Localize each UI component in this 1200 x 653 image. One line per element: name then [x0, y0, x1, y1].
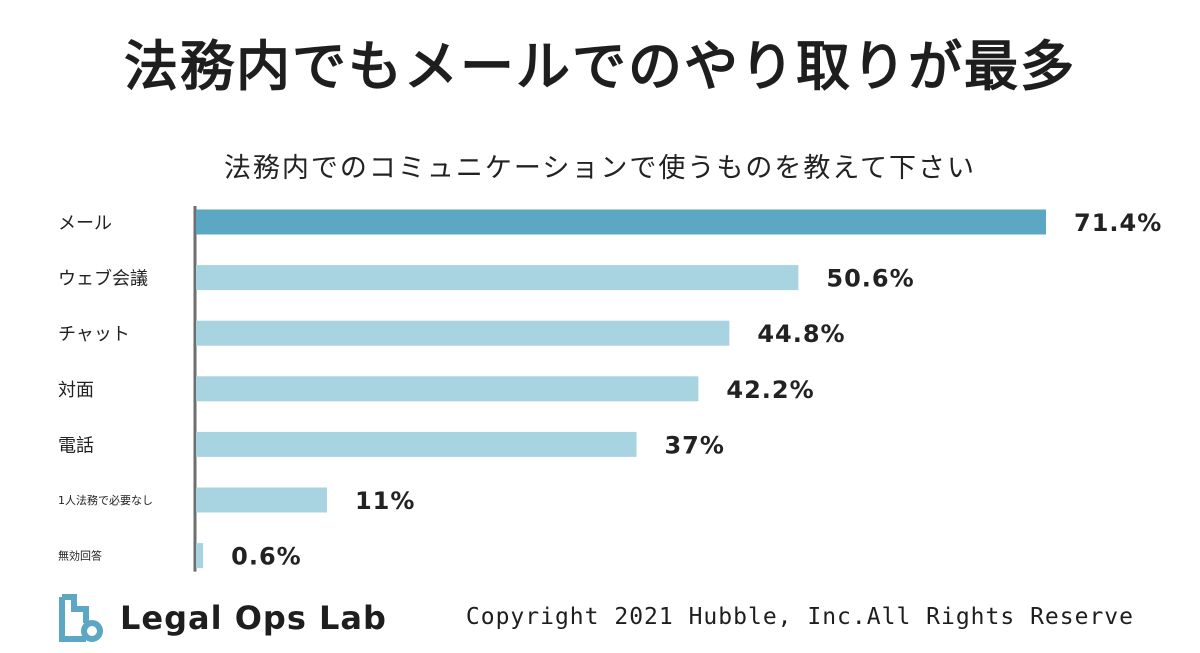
category-label: ウェブ会議	[58, 268, 148, 290]
footer-logo: Legal Ops Lab	[58, 592, 387, 644]
category-label: メール	[58, 213, 112, 234]
value-label: 0.6%	[231, 543, 302, 571]
category-label: 電話	[58, 435, 94, 456]
bar	[196, 487, 327, 513]
bar	[196, 376, 699, 402]
value-label: 50.6%	[826, 265, 914, 293]
headline: 法務内でもメールでのやり取りが最多	[124, 35, 1076, 98]
logo-text: Legal Ops Lab	[120, 599, 387, 637]
bar	[196, 209, 1046, 235]
category-label: 対面	[58, 380, 94, 401]
bar	[196, 431, 637, 457]
value-label: 44.8%	[757, 320, 845, 348]
value-label: 71.4%	[1074, 209, 1162, 237]
copyright-text: Copyright 2021 Hubble, Inc.All Rights Re…	[465, 604, 1134, 630]
bar	[196, 320, 730, 346]
value-label: 37%	[664, 431, 724, 459]
legal-ops-lab-logo-icon	[59, 594, 103, 642]
bar	[196, 543, 204, 569]
chart-title: 法務内でのコミュニケーションで使うものを教えて下さい	[223, 153, 977, 184]
category-label: チャット	[58, 324, 130, 345]
value-label: 11%	[355, 487, 415, 515]
category-label: 1人法務で必要なし	[58, 493, 153, 507]
value-label: 42.2%	[726, 376, 814, 404]
bar	[196, 265, 799, 291]
category-label: 無効回答	[58, 549, 102, 563]
